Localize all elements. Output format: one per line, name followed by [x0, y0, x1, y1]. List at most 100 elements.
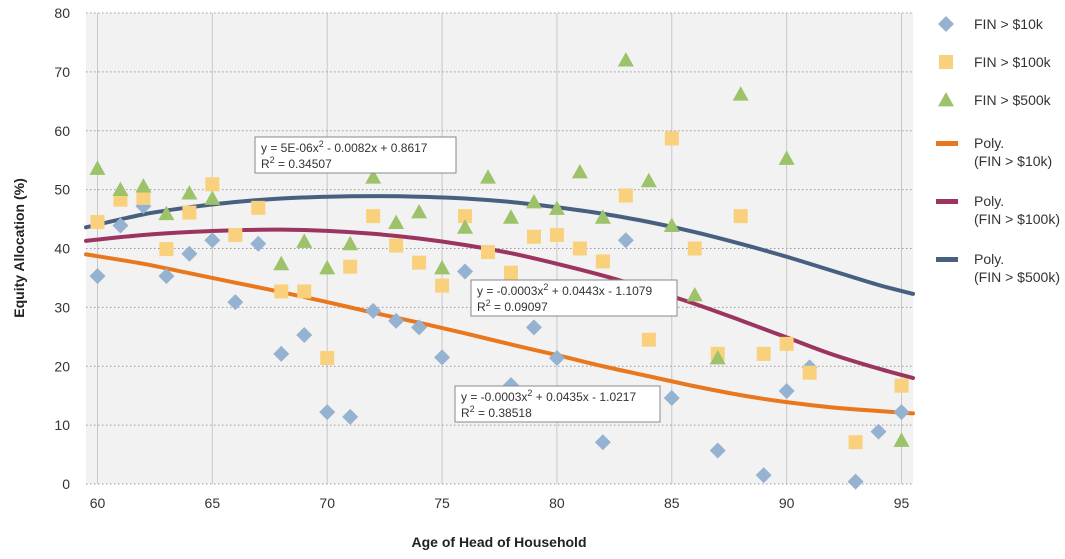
r-squared-text: R2 = 0.34507: [261, 155, 332, 171]
r-squared-label: R: [477, 300, 486, 314]
legend-line-swatch: [936, 199, 958, 204]
data-point-triangle: [319, 259, 336, 275]
data-markers: [89, 52, 910, 490]
x-tick-label: 70: [319, 495, 335, 511]
data-point-diamond: [365, 302, 382, 319]
data-point-square: [343, 259, 358, 274]
data-point-diamond: [204, 232, 221, 249]
data-point-diamond: [89, 268, 106, 285]
y-tick-label: 50: [54, 182, 70, 198]
equation-superscript: 2: [319, 139, 324, 149]
axis-ticks: 60 65 70 75 80 85 90 95 0 10 20 30 40 50 60 70 80: [54, 5, 909, 511]
y-tick-label: 40: [54, 241, 70, 257]
data-point-square: [894, 378, 909, 393]
data-point-square: [618, 188, 633, 203]
data-point-triangle: [434, 259, 451, 275]
data-point-triangle: [296, 233, 313, 248]
data-point-square: [549, 227, 564, 242]
data-point-square: [228, 227, 243, 242]
data-point-square: [664, 131, 679, 146]
equation-rest: - 0.0082x + 0.8617: [324, 141, 428, 155]
data-point-square: [113, 192, 128, 207]
y-axis-title: Equity Allocation (%): [11, 178, 27, 317]
data-point-square: [848, 435, 863, 450]
data-point-triangle: [181, 185, 198, 200]
data-point-diamond: [548, 350, 565, 367]
data-point-triangle: [480, 169, 497, 184]
data-point-square: [251, 200, 266, 215]
r-squared-label: R: [461, 406, 470, 420]
data-point-diamond: [755, 467, 772, 484]
equation-box-frame: [454, 385, 661, 423]
r-squared-superscript: 2: [270, 155, 275, 165]
data-point-square: [802, 365, 817, 380]
data-point-triangle: [273, 255, 290, 271]
data-point-diamond: [457, 263, 474, 280]
data-point-square: [205, 177, 220, 192]
data-point-diamond: [778, 382, 795, 399]
data-point-triangle: [571, 163, 588, 179]
data-point-square: [733, 209, 748, 224]
data-point-triangle: [594, 209, 611, 224]
data-point-square: [435, 278, 450, 293]
data-point-triangle: [89, 160, 106, 175]
data-point-triangle: [365, 169, 382, 184]
y-tick-label: 60: [54, 123, 70, 139]
data-point-diamond: [296, 327, 313, 344]
r-squared-superscript: 2: [470, 404, 475, 414]
legend-line-swatch: [936, 257, 958, 262]
trendline-path: [84, 252, 915, 416]
legend-line-swatch: [936, 141, 958, 146]
data-point-triangle: [617, 52, 634, 67]
y-tick-label: 10: [54, 417, 70, 433]
data-point-diamond: [227, 294, 244, 311]
equation-superscript: 2: [543, 282, 548, 292]
data-point-triangle: [342, 235, 359, 251]
data-point-triangle: [548, 200, 565, 215]
data-point-square: [756, 346, 771, 361]
equation-rest: + 0.0435x - 1.0217: [532, 390, 636, 404]
data-point-diamond: [250, 235, 267, 252]
data-point-diamond: [870, 423, 887, 440]
y-tick-label: 70: [54, 64, 70, 80]
legend-label: (FIN > $500k): [974, 269, 1060, 285]
data-point-square: [90, 215, 105, 230]
data-point-triangle: [663, 217, 680, 232]
data-point-diamond: [158, 268, 175, 285]
data-point-triangle: [158, 205, 175, 221]
data-point-square: [297, 284, 312, 299]
data-point-diamond: [181, 245, 198, 262]
data-point-square: [641, 332, 656, 347]
data-point-diamond: [411, 319, 428, 336]
data-point-diamond: [709, 442, 726, 459]
legend-label: Poly.: [974, 135, 1004, 151]
x-axis-title: Age of Head of Household: [412, 534, 587, 550]
data-point-square: [458, 209, 473, 224]
r-squared-superscript: 2: [486, 298, 491, 308]
data-point-square: [159, 242, 174, 257]
r-squared-text: R2 = 0.09097: [477, 298, 548, 314]
data-point-triangle: [388, 214, 405, 229]
data-point-square: [389, 238, 404, 253]
data-point-triangle: [135, 178, 152, 193]
equation-text: y = -0.0003x2 + 0.0435x - 1.0217: [461, 388, 636, 404]
data-point-diamond: [342, 408, 359, 425]
y-tick-label: 80: [54, 5, 70, 21]
data-point-square: [687, 241, 702, 256]
equation-text: y = -0.0003x2 + 0.0443x - 1.1079: [477, 282, 652, 298]
data-point-square: [526, 229, 541, 244]
legend-label: Poly.: [974, 251, 1004, 267]
data-point-diamond: [617, 232, 634, 249]
data-point-triangle: [457, 219, 474, 234]
data-point-triangle: [525, 193, 542, 209]
data-point-diamond: [594, 434, 611, 451]
data-point-diamond: [893, 404, 910, 421]
x-tick-label: 80: [549, 495, 565, 511]
trendline-path: [84, 194, 915, 296]
data-point-triangle: [112, 181, 129, 197]
r-squared-value: = 0.34507: [275, 157, 332, 171]
y-tick-label: 0: [62, 476, 70, 492]
data-point-square: [595, 254, 610, 269]
